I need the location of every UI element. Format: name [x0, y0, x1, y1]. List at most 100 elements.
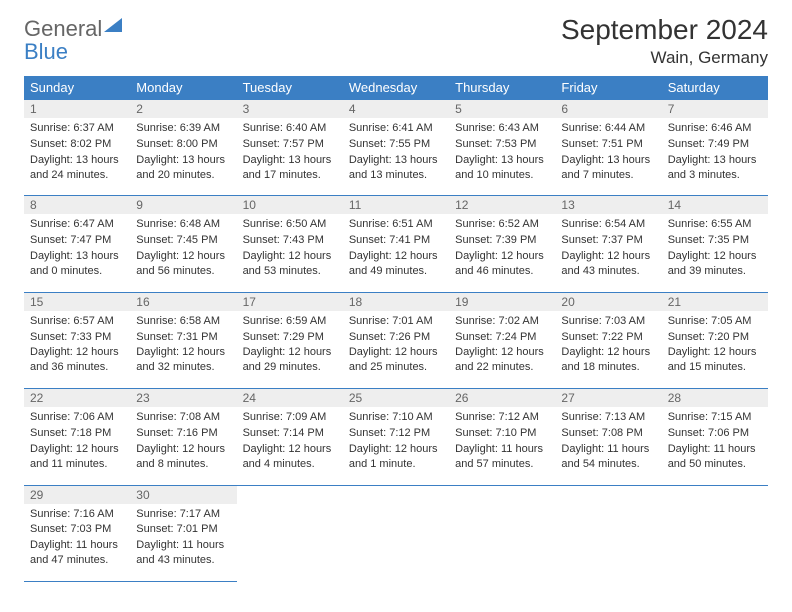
day-number-cell: 25	[343, 389, 449, 408]
daylight-line: Daylight: 13 hours and 0 minutes.	[30, 249, 124, 279]
day-content-row: Sunrise: 7:06 AMSunset: 7:18 PMDaylight:…	[24, 407, 768, 485]
day-content-cell: Sunrise: 6:51 AMSunset: 7:41 PMDaylight:…	[343, 214, 449, 292]
daylight-line: Daylight: 12 hours and 56 minutes.	[136, 249, 230, 279]
sunrise-line: Sunrise: 6:50 AM	[243, 217, 337, 232]
sunrise-line: Sunrise: 6:57 AM	[30, 314, 124, 329]
sunset-line: Sunset: 7:22 PM	[561, 330, 655, 345]
day-number-cell: 28	[662, 389, 768, 408]
logo-triangle-icon	[104, 18, 122, 32]
daylight-line: Daylight: 12 hours and 49 minutes.	[349, 249, 443, 279]
day-number-cell: 1	[24, 100, 130, 119]
sunset-line: Sunset: 7:43 PM	[243, 233, 337, 248]
day-content-cell: Sunrise: 7:05 AMSunset: 7:20 PMDaylight:…	[662, 311, 768, 389]
daylight-line: Daylight: 13 hours and 24 minutes.	[30, 153, 124, 183]
day-number-cell: 9	[130, 196, 236, 215]
sunrise-line: Sunrise: 7:08 AM	[136, 410, 230, 425]
logo-text-2: Blue	[24, 39, 68, 64]
day-number-cell: 5	[449, 100, 555, 119]
weekday-header: Saturday	[662, 76, 768, 100]
sunrise-line: Sunrise: 7:13 AM	[561, 410, 655, 425]
day-content-cell: Sunrise: 7:02 AMSunset: 7:24 PMDaylight:…	[449, 311, 555, 389]
sunset-line: Sunset: 7:41 PM	[349, 233, 443, 248]
daylight-line: Daylight: 13 hours and 17 minutes.	[243, 153, 337, 183]
day-number-cell: 8	[24, 196, 130, 215]
day-content-cell: Sunrise: 6:58 AMSunset: 7:31 PMDaylight:…	[130, 311, 236, 389]
day-number-cell: 16	[130, 292, 236, 311]
day-content-cell: Sunrise: 7:13 AMSunset: 7:08 PMDaylight:…	[555, 407, 661, 485]
calendar-page: General Blue September 2024 Wain, German…	[0, 0, 792, 596]
day-content-cell: Sunrise: 7:12 AMSunset: 7:10 PMDaylight:…	[449, 407, 555, 485]
weekday-header-row: SundayMondayTuesdayWednesdayThursdayFrid…	[24, 76, 768, 100]
sunset-line: Sunset: 7:37 PM	[561, 233, 655, 248]
day-number-cell	[449, 485, 555, 504]
sunrise-line: Sunrise: 6:59 AM	[243, 314, 337, 329]
day-content-cell: Sunrise: 6:43 AMSunset: 7:53 PMDaylight:…	[449, 118, 555, 196]
sunset-line: Sunset: 7:35 PM	[668, 233, 762, 248]
day-number-cell: 7	[662, 100, 768, 119]
day-number-cell: 17	[237, 292, 343, 311]
day-content-cell: Sunrise: 7:09 AMSunset: 7:14 PMDaylight:…	[237, 407, 343, 485]
sunrise-line: Sunrise: 6:48 AM	[136, 217, 230, 232]
day-content-cell	[662, 504, 768, 582]
sunset-line: Sunset: 7:01 PM	[136, 522, 230, 537]
day-content-cell: Sunrise: 7:10 AMSunset: 7:12 PMDaylight:…	[343, 407, 449, 485]
sunrise-line: Sunrise: 6:37 AM	[30, 121, 124, 136]
daylight-line: Daylight: 12 hours and 4 minutes.	[243, 442, 337, 472]
day-content-cell: Sunrise: 7:01 AMSunset: 7:26 PMDaylight:…	[343, 311, 449, 389]
day-number-cell: 30	[130, 485, 236, 504]
day-content-cell: Sunrise: 7:06 AMSunset: 7:18 PMDaylight:…	[24, 407, 130, 485]
sunrise-line: Sunrise: 7:09 AM	[243, 410, 337, 425]
daylight-line: Daylight: 11 hours and 43 minutes.	[136, 538, 230, 568]
day-number-cell	[662, 485, 768, 504]
day-content-cell: Sunrise: 6:44 AMSunset: 7:51 PMDaylight:…	[555, 118, 661, 196]
daylight-line: Daylight: 11 hours and 57 minutes.	[455, 442, 549, 472]
daylight-line: Daylight: 12 hours and 46 minutes.	[455, 249, 549, 279]
logo: General Blue	[24, 14, 122, 64]
daylight-line: Daylight: 12 hours and 25 minutes.	[349, 345, 443, 375]
day-content-cell: Sunrise: 7:15 AMSunset: 7:06 PMDaylight:…	[662, 407, 768, 485]
day-content-cell: Sunrise: 6:52 AMSunset: 7:39 PMDaylight:…	[449, 214, 555, 292]
day-content-cell: Sunrise: 6:59 AMSunset: 7:29 PMDaylight:…	[237, 311, 343, 389]
sunset-line: Sunset: 8:00 PM	[136, 137, 230, 152]
daylight-line: Daylight: 13 hours and 3 minutes.	[668, 153, 762, 183]
weekday-header: Sunday	[24, 76, 130, 100]
title-block: September 2024 Wain, Germany	[561, 14, 768, 68]
daylight-line: Daylight: 12 hours and 8 minutes.	[136, 442, 230, 472]
daylight-line: Daylight: 12 hours and 18 minutes.	[561, 345, 655, 375]
sunset-line: Sunset: 7:14 PM	[243, 426, 337, 441]
sunrise-line: Sunrise: 7:15 AM	[668, 410, 762, 425]
day-number-cell: 15	[24, 292, 130, 311]
day-content-row: Sunrise: 6:57 AMSunset: 7:33 PM Daylight:…	[24, 311, 768, 389]
sunset-line: Sunset: 7:45 PM	[136, 233, 230, 248]
sunset-line: Sunset: 7:06 PM	[668, 426, 762, 441]
day-content-cell: Sunrise: 6:48 AMSunset: 7:45 PMDaylight:…	[130, 214, 236, 292]
sunrise-line: Sunrise: 6:52 AM	[455, 217, 549, 232]
header: General Blue September 2024 Wain, German…	[24, 14, 768, 68]
day-number-cell: 6	[555, 100, 661, 119]
day-content-cell	[555, 504, 661, 582]
daylight-line: Daylight: 12 hours and 22 minutes.	[455, 345, 549, 375]
day-number-cell: 26	[449, 389, 555, 408]
day-number-cell: 21	[662, 292, 768, 311]
day-number-cell: 23	[130, 389, 236, 408]
sunrise-line: Sunrise: 7:10 AM	[349, 410, 443, 425]
day-number-cell: 12	[449, 196, 555, 215]
day-number-row: 15161718192021	[24, 292, 768, 311]
sunset-line: Sunset: 7:33 PM	[30, 330, 124, 345]
daylight-line: Daylight: 11 hours and 47 minutes.	[30, 538, 124, 568]
daylight-line: Daylight: 12 hours and 11 minutes.	[30, 442, 124, 472]
day-number-cell: 2	[130, 100, 236, 119]
day-number-cell: 24	[237, 389, 343, 408]
day-number-cell: 10	[237, 196, 343, 215]
sunset-line: Sunset: 7:26 PM	[349, 330, 443, 345]
day-content-cell: Sunrise: 6:46 AMSunset: 7:49 PMDaylight:…	[662, 118, 768, 196]
day-number-cell: 11	[343, 196, 449, 215]
sunset-line: Sunset: 7:10 PM	[455, 426, 549, 441]
daylight-line: Daylight: 13 hours and 13 minutes.	[349, 153, 443, 183]
sunrise-line: Sunrise: 7:03 AM	[561, 314, 655, 329]
sunrise-line: Sunrise: 6:41 AM	[349, 121, 443, 136]
weekday-header: Thursday	[449, 76, 555, 100]
day-content-cell: Sunrise: 6:47 AMSunset: 7:47 PMDaylight:…	[24, 214, 130, 292]
daylight-line: Daylight: 12 hours and 32 minutes.	[136, 345, 230, 375]
sunrise-line: Sunrise: 7:12 AM	[455, 410, 549, 425]
